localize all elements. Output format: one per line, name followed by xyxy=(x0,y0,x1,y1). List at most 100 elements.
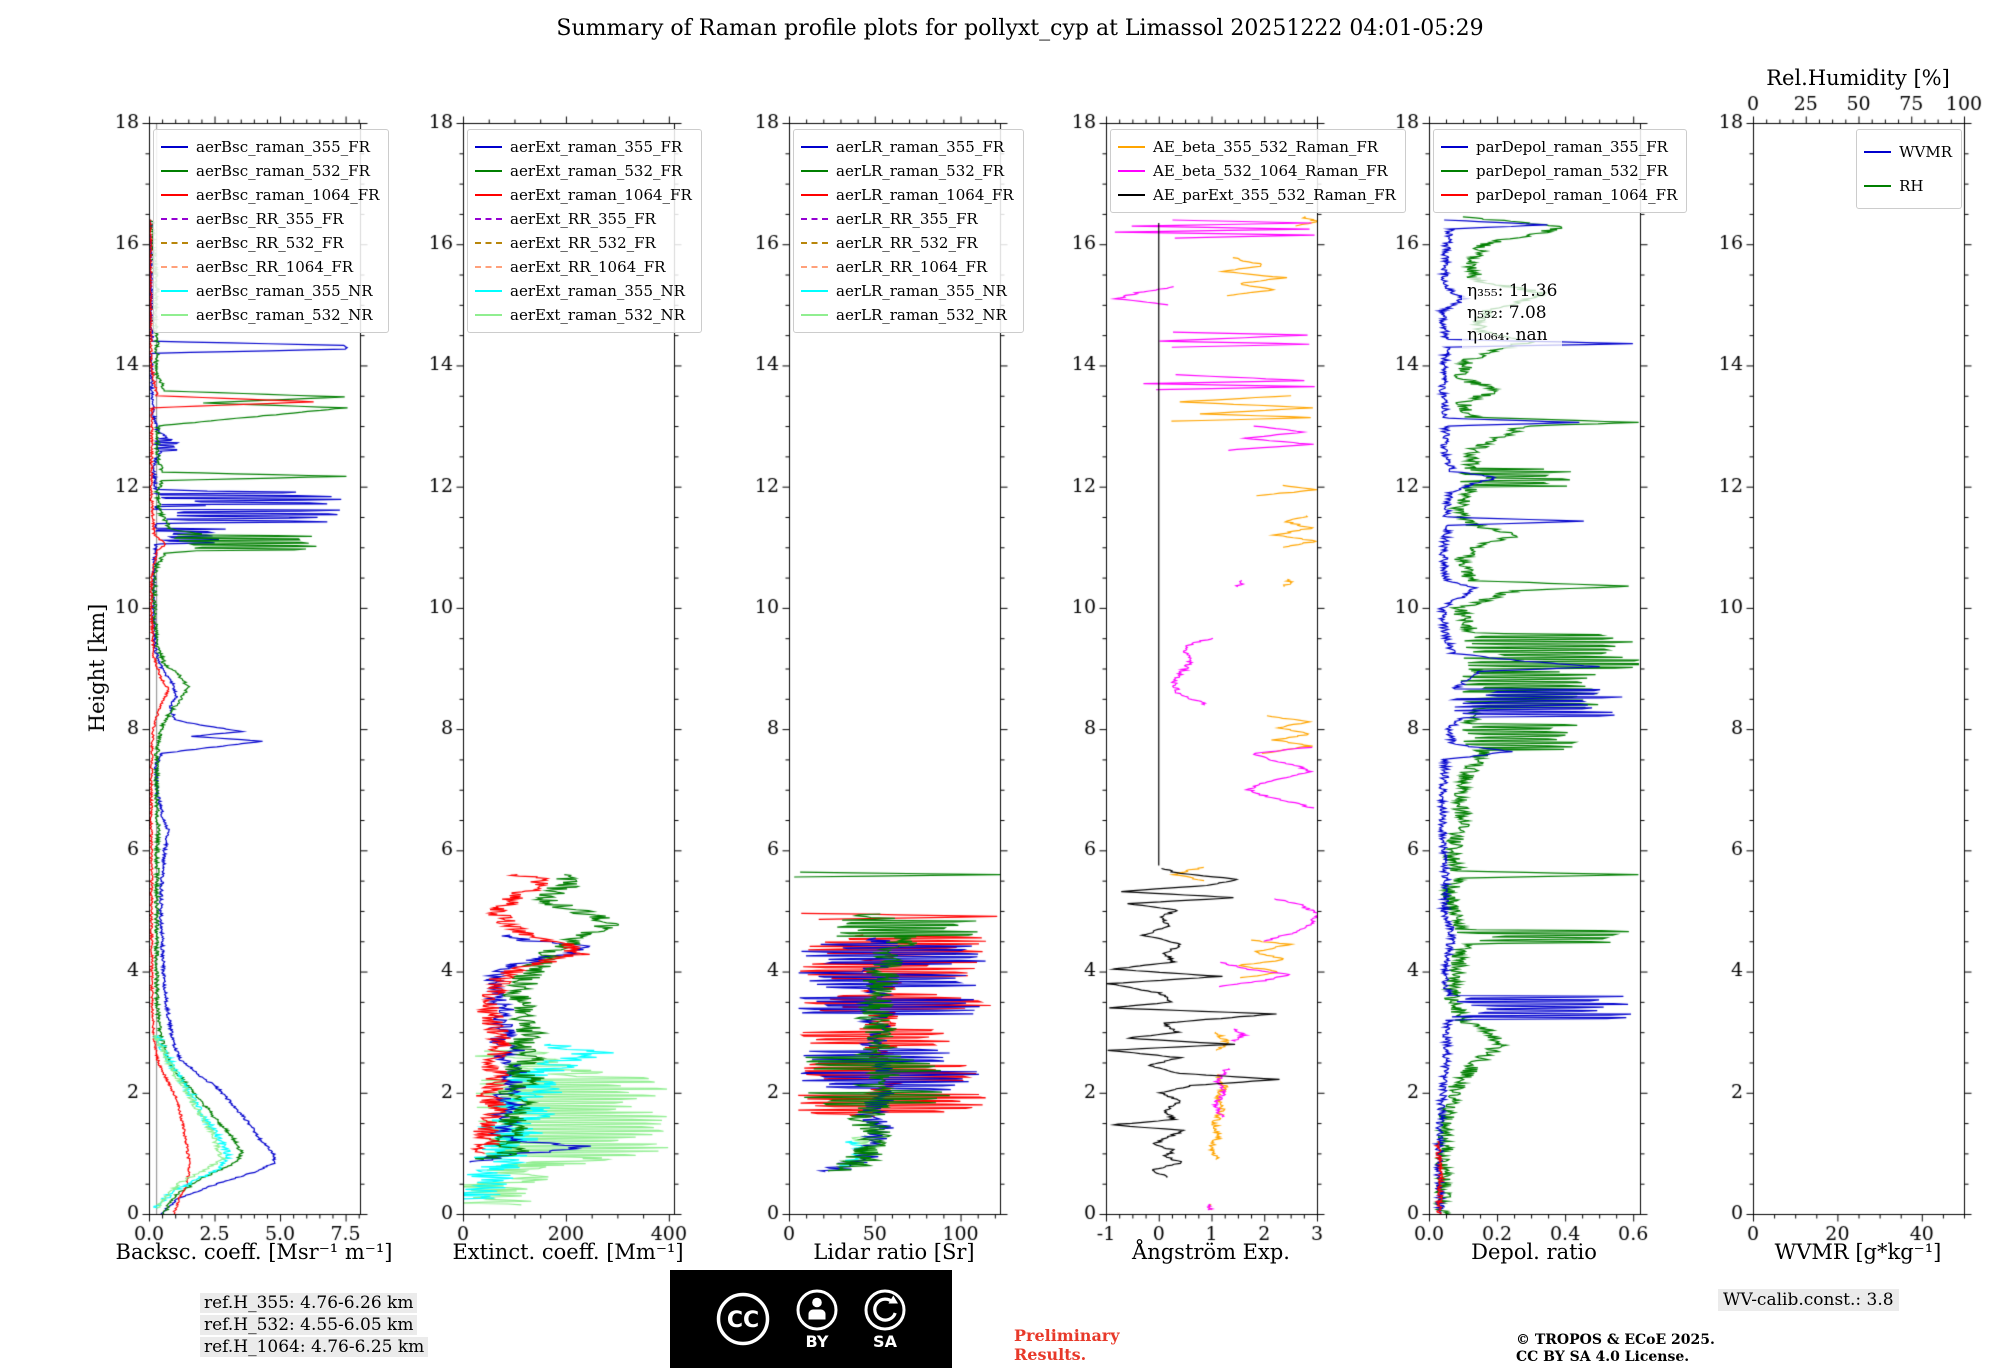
by-label: BY xyxy=(805,1332,829,1351)
legend-line-swatch xyxy=(1441,194,1468,196)
legend-line-swatch xyxy=(801,218,828,220)
legend-line-swatch xyxy=(161,170,188,172)
legend-item: aerExt_raman_355_FR xyxy=(475,135,692,159)
legend-line-swatch xyxy=(475,242,502,244)
legend-label: RH xyxy=(1899,177,1924,195)
legend-line-swatch xyxy=(161,218,188,220)
legend-line-swatch xyxy=(475,194,502,196)
legend-item: parDepol_raman_355_FR xyxy=(1441,135,1677,159)
legend-label: aerLR_RR_1064_FR xyxy=(836,258,988,276)
legend-label: aerBsc_RR_532_FR xyxy=(196,234,344,252)
legend-item: aerExt_raman_355_NR xyxy=(475,279,692,303)
legend-item: AE_beta_355_532_Raman_FR xyxy=(1118,135,1396,159)
legend-line-swatch xyxy=(161,194,188,196)
legend-item: aerLR_raman_355_FR xyxy=(801,135,1014,159)
legend-item: aerBsc_raman_532_NR xyxy=(161,303,379,327)
legend-label: aerLR_raman_532_NR xyxy=(836,306,1007,324)
x-axis-label-extinction: Extinct. coeff. [Mm⁻¹] xyxy=(452,1240,684,1264)
legend-label: AE_parExt_355_532_Raman_FR xyxy=(1153,186,1396,204)
legend-item: aerExt_RR_1064_FR xyxy=(475,255,692,279)
legend-line-swatch xyxy=(475,290,502,292)
legend-label: aerLR_RR_355_FR xyxy=(836,210,978,228)
ref-h-532: ref.H_532: 4.55-6.05 km xyxy=(200,1315,418,1335)
legend-item: aerExt_raman_532_FR xyxy=(475,159,692,183)
legend-line-swatch xyxy=(475,266,502,268)
legend-label: aerExt_raman_355_NR xyxy=(510,282,685,300)
sa-arrow-icon xyxy=(864,1289,906,1331)
calibration-annotation: η₃₅₅: 11.36 η₅₃₂: 7.08 η₁₀₆₄: nan xyxy=(1462,278,1563,348)
legend-item: AE_beta_532_1064_Raman_FR xyxy=(1118,159,1396,183)
legend-line-swatch xyxy=(801,146,828,148)
legend-item: aerExt_raman_532_NR xyxy=(475,303,692,327)
legend-angstrom: AE_beta_355_532_Raman_FR AE_beta_532_1064… xyxy=(1110,129,1406,213)
x-axis-label-backscatter: Backsc. coeff. [Msr⁻¹ m⁻¹] xyxy=(115,1240,393,1264)
legend-item: parDepol_raman_532_FR xyxy=(1441,159,1677,183)
reference-heights: ref.H_355: 4.76-6.26 km ref.H_532: 4.55-… xyxy=(200,1292,429,1358)
legend-line-swatch xyxy=(161,314,188,316)
legend-item: aerBsc_raman_532_FR xyxy=(161,159,379,183)
legend-item: aerLR_raman_1064_FR xyxy=(801,183,1014,207)
legend-item: aerBsc_raman_355_NR xyxy=(161,279,379,303)
legend-label: aerLR_raman_1064_FR xyxy=(836,186,1014,204)
legend-line-swatch xyxy=(801,314,828,316)
legend-label: parDepol_raman_355_FR xyxy=(1476,138,1668,156)
legend-line-swatch xyxy=(1864,151,1892,153)
legend-line-swatch xyxy=(1441,170,1468,172)
legend-label: aerExt_RR_1064_FR xyxy=(510,258,666,276)
legend-label: WVMR xyxy=(1899,143,1952,161)
preliminary-note: Preliminary Results. xyxy=(1014,1326,1120,1364)
x-axis-label-depol: Depol. ratio xyxy=(1471,1240,1597,1264)
legend-label: aerExt_RR_532_FR xyxy=(510,234,656,252)
legend-item: parDepol_raman_1064_FR xyxy=(1441,183,1677,207)
legend-line-swatch xyxy=(161,266,188,268)
ref-h-355: ref.H_355: 4.76-6.26 km xyxy=(200,1293,418,1313)
legend-label: AE_beta_532_1064_Raman_FR xyxy=(1153,162,1388,180)
legend-item: RH xyxy=(1864,169,1952,203)
legend-item: aerLR_RR_1064_FR xyxy=(801,255,1014,279)
legend-label: aerBsc_raman_355_FR xyxy=(196,138,370,156)
ref-h-1064: ref.H_1064: 4.76-6.25 km xyxy=(200,1337,429,1357)
legend-label: aerLR_raman_355_FR xyxy=(836,138,1005,156)
x-axis-label-angstrom: Ångström Exp. xyxy=(1132,1240,1290,1264)
legend-line-swatch xyxy=(475,170,502,172)
figure-title: Summary of Raman profile plots for polly… xyxy=(556,16,1484,41)
legend-label: aerLR_raman_355_NR xyxy=(836,282,1007,300)
legend-line-swatch xyxy=(801,194,828,196)
legend-line-swatch xyxy=(161,290,188,292)
eta-532: η₅₃₂: 7.08 xyxy=(1467,303,1547,323)
wv-calibration-constant: WV-calib.const.: 3.8 xyxy=(1718,1289,1899,1311)
legend-line-swatch xyxy=(801,266,828,268)
svg-text:CC: CC xyxy=(727,1308,759,1333)
legend-label: AE_beta_355_532_Raman_FR xyxy=(1153,138,1379,156)
legend-label: aerLR_RR_532_FR xyxy=(836,234,978,252)
legend-line-swatch xyxy=(1118,146,1145,148)
legend-label: aerBsc_RR_1064_FR xyxy=(196,258,354,276)
legend-label: aerExt_raman_1064_FR xyxy=(510,186,692,204)
legend-label: aerLR_raman_532_FR xyxy=(836,162,1005,180)
legend-line-swatch xyxy=(1864,185,1892,187)
x-axis-label-wvmr: WVMR [g*kg⁻¹] xyxy=(1774,1240,1942,1264)
legend-wvmr: WVMR RH xyxy=(1856,129,1962,209)
legend-line-swatch xyxy=(1441,146,1468,148)
eta-355: η₃₅₅: 11.36 xyxy=(1467,281,1558,301)
sa-label: SA xyxy=(873,1332,897,1351)
legend-label: parDepol_raman_532_FR xyxy=(1476,162,1668,180)
cc-license-badge: CC BY SA xyxy=(670,1270,952,1368)
sa-column: SA xyxy=(863,1288,907,1350)
legend-label: aerExt_RR_355_FR xyxy=(510,210,656,228)
cc-circle: CC xyxy=(715,1291,771,1347)
legend-line-swatch xyxy=(475,314,502,316)
legend-item: aerBsc_RR_532_FR xyxy=(161,231,379,255)
legend-label: aerExt_raman_355_FR xyxy=(510,138,683,156)
legend-line-swatch xyxy=(161,146,188,148)
legend-label: aerBsc_raman_1064_FR xyxy=(196,186,380,204)
legend-item: aerLR_RR_532_FR xyxy=(801,231,1014,255)
by-column: BY xyxy=(795,1288,839,1350)
copyright-note: © TROPOS & ECoE 2025. CC BY SA 4.0 Licen… xyxy=(1516,1332,1715,1365)
top-axis-label-humidity: Rel.Humidity [%] xyxy=(1766,66,1950,90)
legend-item: WVMR xyxy=(1864,135,1952,169)
legend-line-swatch xyxy=(801,170,828,172)
legend-item: aerLR_raman_532_NR xyxy=(801,303,1014,327)
legend-label: parDepol_raman_1064_FR xyxy=(1476,186,1678,204)
